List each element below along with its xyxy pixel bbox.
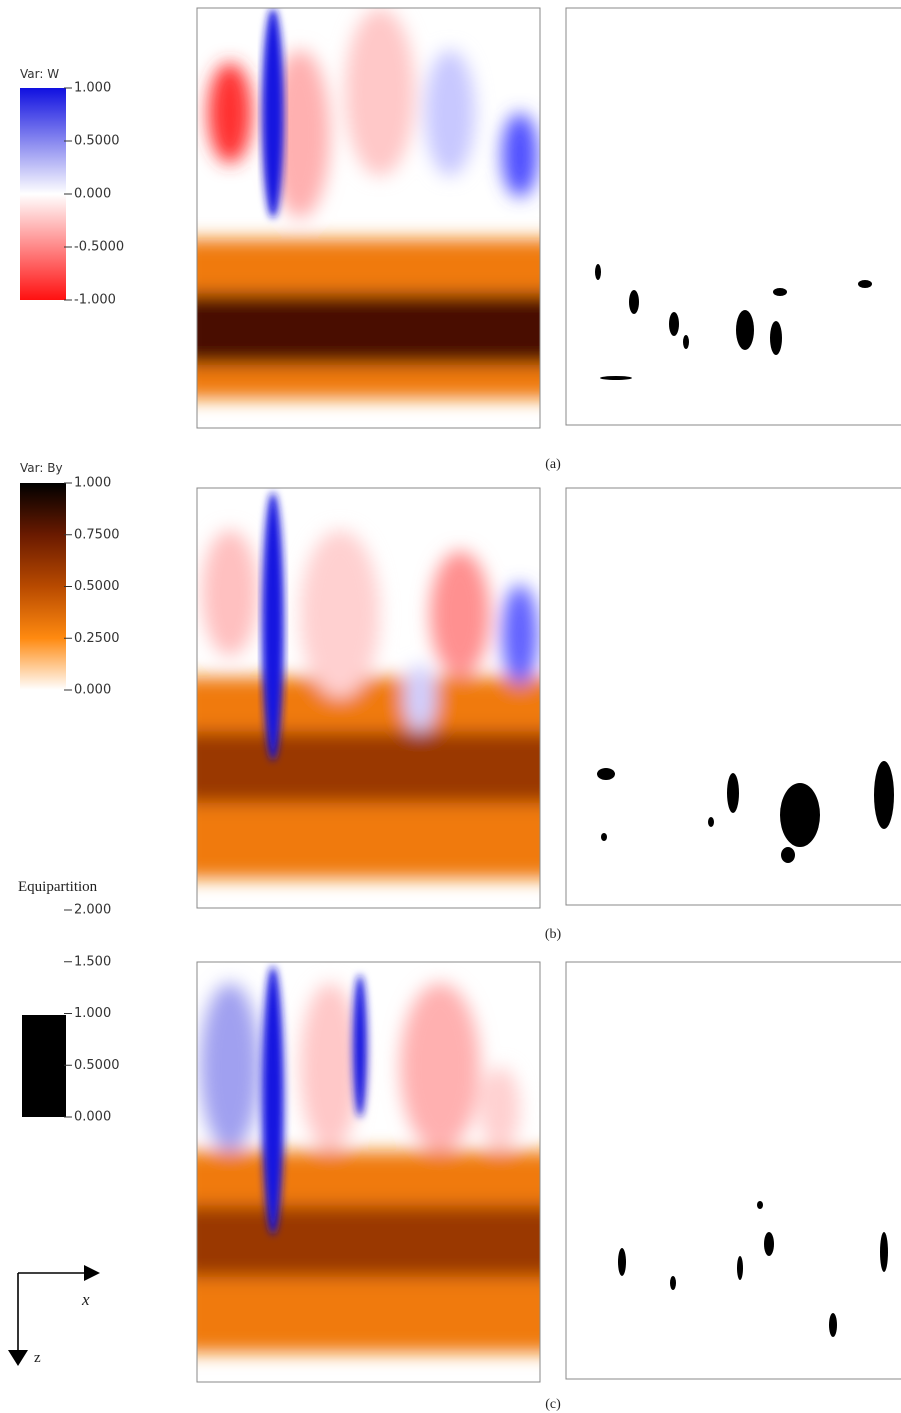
plume [262,492,284,761]
panel-frame [196,961,541,1383]
field-blob [502,584,538,686]
arrow [84,1265,100,1281]
tick-label: -0.5000 [74,240,124,255]
equipartition-region [595,264,601,280]
equipartition-region [670,1276,676,1290]
field-blob [404,664,436,732]
by-core [197,293,540,365]
by-core [197,731,540,803]
field-blob [300,530,380,698]
axis-icon [17,1272,88,1350]
plume [262,492,284,761]
tick-label: 0.5000 [74,134,120,149]
field-blob [345,8,415,176]
equipartition-region [708,817,714,827]
tick-label: 0.5000 [74,1058,120,1073]
tick-label: 1.000 [74,476,111,491]
caption: (b) [545,927,562,942]
field-blob [502,113,538,197]
caption: (a) [545,457,561,472]
equipartition-region [600,376,632,380]
equipartition-region [780,783,820,847]
equipartition-region [597,768,615,780]
field-blob [208,62,252,164]
panel-frame [565,487,901,906]
colorbar-w [20,88,66,300]
field-blob [202,530,258,656]
tick-label: 1.000 [74,1006,111,1021]
field-blob [430,551,490,677]
equipartition-region [736,310,754,350]
equipartition-region [727,773,739,813]
field-blob [200,983,260,1151]
tick-label: 2.000 [74,903,111,918]
colorbar-by [20,483,66,690]
panel-frame [196,487,541,909]
tick-label: 1.500 [74,954,111,969]
equipartition-region [764,1232,774,1256]
equipartition-region [601,833,607,841]
field-blob [480,1067,520,1151]
equipartition-region [829,1313,837,1337]
arrow [8,1350,28,1366]
caption: (c) [545,1397,561,1412]
field-blob [400,983,480,1151]
tick-label: 0.2500 [74,631,120,646]
plume [262,8,284,218]
simulation-panel [197,488,540,908]
field [197,983,540,1353]
equipartition-region [757,1201,763,1209]
equipartition-region [669,312,679,336]
plume [353,974,367,1118]
equipartition-region [874,761,894,829]
field-blob [300,983,360,1151]
colorbar-title: Equipartition [18,879,98,895]
tick-label: -1.000 [74,293,116,308]
colorbar-title: Var: By [20,461,63,475]
tick-label: 0.5000 [74,579,120,594]
simulation-panel [197,8,540,428]
equipartition-region [618,1248,626,1276]
equipartition-region [683,335,689,349]
field [197,8,540,399]
tick-label: 0.000 [74,187,111,202]
panel-frame [565,7,901,426]
axis-label: x [81,1290,90,1309]
equipartition-region [737,1256,743,1280]
equipartition-region [629,290,639,314]
tick-label: 1.000 [74,81,111,96]
colorbar-equipartition [22,1015,66,1117]
panel-frame [196,7,541,429]
panel-frame [565,961,901,1380]
tick-label: 0.000 [74,1110,111,1125]
equipartition-region [781,847,795,863]
equipartition-region [880,1232,888,1272]
by-core [197,1205,540,1277]
plume [262,966,284,1235]
equipartition-region [770,321,782,355]
field [197,530,540,879]
simulation-panel [197,962,540,1382]
field-blob [270,50,330,218]
colorbar-title: Var: W [20,67,59,81]
plume [262,8,284,218]
equipartition-region [858,280,872,288]
tick-label: 0.000 [74,683,111,698]
tick-label: 0.7500 [74,527,120,542]
equipartition-region [773,288,787,296]
axis-label: z [34,1350,41,1366]
field-blob [425,50,475,176]
plume [262,966,367,1235]
